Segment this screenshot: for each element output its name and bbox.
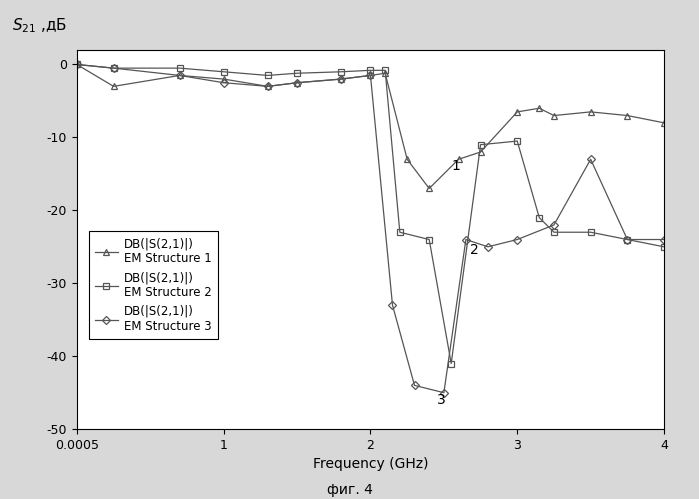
DB(|S(2,1)|)
EM Structure 1 <box>403 156 411 162</box>
Text: 1: 1 <box>452 159 460 173</box>
DB(|S(2,1)|)
EM Structure 3 <box>175 72 184 78</box>
Line: DB(|S(2,1)|)
EM Structure 2: DB(|S(2,1)|) EM Structure 2 <box>73 61 668 367</box>
DB(|S(2,1)|)
EM Structure 3 <box>293 80 301 86</box>
DB(|S(2,1)|)
EM Structure 1 <box>366 72 375 78</box>
DB(|S(2,1)|)
EM Structure 2 <box>175 65 184 71</box>
X-axis label: Frequency (GHz): Frequency (GHz) <box>312 458 428 472</box>
DB(|S(2,1)|)
EM Structure 3 <box>388 302 396 308</box>
DB(|S(2,1)|)
EM Structure 2 <box>586 229 595 235</box>
DB(|S(2,1)|)
EM Structure 1 <box>513 109 521 115</box>
DB(|S(2,1)|)
EM Structure 2 <box>73 61 81 67</box>
DB(|S(2,1)|)
EM Structure 2 <box>513 138 521 144</box>
DB(|S(2,1)|)
EM Structure 1 <box>549 113 558 119</box>
DB(|S(2,1)|)
EM Structure 3 <box>549 222 558 228</box>
DB(|S(2,1)|)
EM Structure 1 <box>293 80 301 86</box>
DB(|S(2,1)|)
EM Structure 2 <box>109 65 117 71</box>
DB(|S(2,1)|)
EM Structure 2 <box>425 237 433 243</box>
DB(|S(2,1)|)
EM Structure 1 <box>624 113 632 119</box>
DB(|S(2,1)|)
EM Structure 2 <box>366 67 375 73</box>
DB(|S(2,1)|)
EM Structure 2 <box>624 237 632 243</box>
DB(|S(2,1)|)
EM Structure 2 <box>549 229 558 235</box>
DB(|S(2,1)|)
EM Structure 3 <box>461 237 470 243</box>
DB(|S(2,1)|)
EM Structure 3 <box>484 244 492 250</box>
DB(|S(2,1)|)
EM Structure 3 <box>337 76 345 82</box>
DB(|S(2,1)|)
EM Structure 1 <box>535 105 544 111</box>
Line: DB(|S(2,1)|)
EM Structure 3: DB(|S(2,1)|) EM Structure 3 <box>74 62 667 395</box>
Text: 3: 3 <box>436 393 445 407</box>
DB(|S(2,1)|)
EM Structure 1 <box>219 76 228 82</box>
DB(|S(2,1)|)
EM Structure 3 <box>219 80 228 86</box>
DB(|S(2,1)|)
EM Structure 2 <box>447 360 456 366</box>
DB(|S(2,1)|)
EM Structure 2 <box>337 69 345 75</box>
DB(|S(2,1)|)
EM Structure 2 <box>660 244 668 250</box>
DB(|S(2,1)|)
EM Structure 2 <box>293 70 301 76</box>
DB(|S(2,1)|)
EM Structure 2 <box>535 215 544 221</box>
Text: фиг. 4: фиг. 4 <box>326 483 373 497</box>
DB(|S(2,1)|)
EM Structure 3 <box>109 65 117 71</box>
DB(|S(2,1)|)
EM Structure 2 <box>381 67 389 73</box>
DB(|S(2,1)|)
EM Structure 3 <box>660 237 668 243</box>
DB(|S(2,1)|)
EM Structure 3 <box>410 382 419 388</box>
DB(|S(2,1)|)
EM Structure 2 <box>396 229 404 235</box>
DB(|S(2,1)|)
EM Structure 3 <box>366 72 375 78</box>
DB(|S(2,1)|)
EM Structure 1 <box>175 72 184 78</box>
Line: DB(|S(2,1)|)
EM Structure 1: DB(|S(2,1)|) EM Structure 1 <box>73 61 668 192</box>
DB(|S(2,1)|)
EM Structure 3 <box>440 390 448 396</box>
DB(|S(2,1)|)
EM Structure 3 <box>624 237 632 243</box>
DB(|S(2,1)|)
EM Structure 3 <box>73 61 81 67</box>
DB(|S(2,1)|)
EM Structure 1 <box>454 156 463 162</box>
DB(|S(2,1)|)
EM Structure 1 <box>586 109 595 115</box>
DB(|S(2,1)|)
EM Structure 2 <box>219 69 228 75</box>
DB(|S(2,1)|)
EM Structure 3 <box>264 83 272 89</box>
Text: 2: 2 <box>470 243 479 257</box>
DB(|S(2,1)|)
EM Structure 1 <box>476 149 484 155</box>
DB(|S(2,1)|)
EM Structure 2 <box>264 72 272 78</box>
DB(|S(2,1)|)
EM Structure 3 <box>586 156 595 162</box>
DB(|S(2,1)|)
EM Structure 1 <box>109 83 117 89</box>
DB(|S(2,1)|)
EM Structure 1 <box>660 120 668 126</box>
DB(|S(2,1)|)
EM Structure 1 <box>381 70 389 76</box>
DB(|S(2,1)|)
EM Structure 1 <box>73 61 81 67</box>
DB(|S(2,1)|)
EM Structure 1 <box>264 83 272 89</box>
DB(|S(2,1)|)
EM Structure 3 <box>513 237 521 243</box>
DB(|S(2,1)|)
EM Structure 2 <box>476 142 484 148</box>
DB(|S(2,1)|)
EM Structure 1 <box>425 186 433 192</box>
DB(|S(2,1)|)
EM Structure 1 <box>337 76 345 82</box>
Legend: DB(|S(2,1)|)
EM Structure 1, DB(|S(2,1)|)
EM Structure 2, DB(|S(2,1)|)
EM Struct: DB(|S(2,1)|) EM Structure 1, DB(|S(2,1)|… <box>89 231 217 339</box>
Text: $S_{21}$ ,дБ: $S_{21}$ ,дБ <box>13 16 68 35</box>
